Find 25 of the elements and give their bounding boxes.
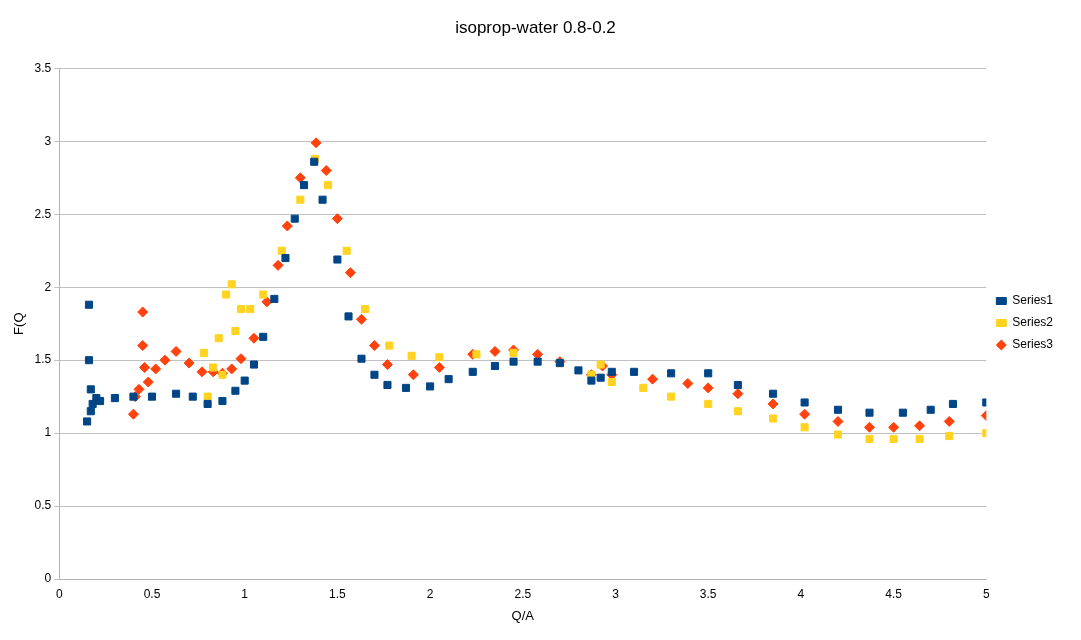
x-tick-label: 4.5 [885, 586, 903, 601]
legend-label: Series3 [1012, 337, 1054, 352]
y-tick-label: 0.5 [34, 498, 52, 513]
x-tick-label: 5 [982, 586, 990, 601]
y-tick-label: 0 [44, 571, 52, 586]
x-tick-label: 4 [797, 586, 805, 601]
y-tick-label: 3.5 [34, 60, 52, 75]
y-tick-label: 2 [44, 279, 52, 294]
y-tick-label: 1.5 [34, 352, 52, 367]
x-tick-label: 0 [55, 586, 63, 601]
x-tick-label: 2.5 [514, 586, 532, 601]
x-tick-label: 3.5 [699, 586, 717, 601]
chart-title: isoprop-water 0.8-0.2 [455, 17, 616, 37]
y-axis-title: F(Q [11, 312, 27, 335]
x-axis-title: Q/A [511, 607, 535, 623]
y-tick-label: 2.5 [34, 206, 52, 221]
x-tick-label: 2 [426, 586, 434, 601]
x-tick-label: 0.5 [143, 586, 161, 601]
x-tick-label: 3 [612, 586, 620, 601]
y-tick-label: 1 [44, 425, 52, 440]
legend-label: Series2 [1012, 315, 1054, 330]
x-tick-label: 1.5 [329, 586, 347, 601]
y-tick-label: 3 [44, 133, 52, 148]
x-tick-label: 1 [241, 586, 249, 601]
legend-label: Series1 [1012, 293, 1054, 308]
